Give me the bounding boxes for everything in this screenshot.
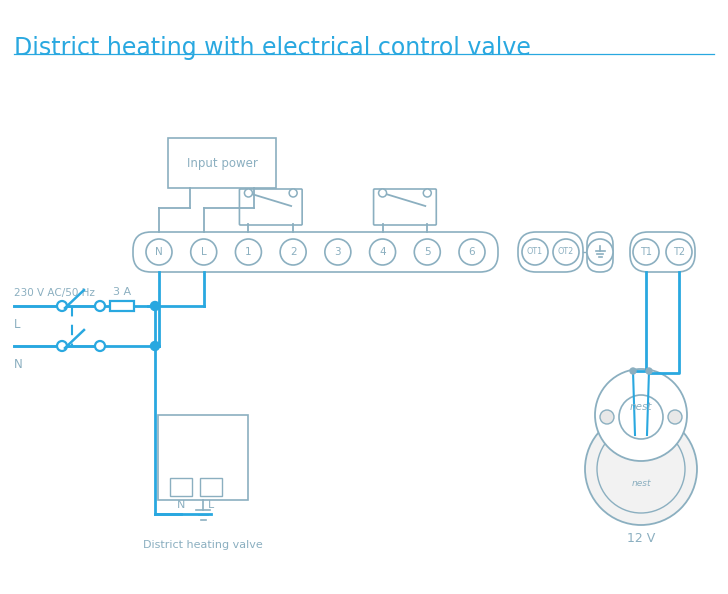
Text: nest: nest (630, 402, 652, 412)
Bar (170, 478, 192, 496)
Circle shape (245, 189, 253, 197)
Circle shape (325, 239, 351, 265)
Text: 3 A: 3 A (113, 287, 131, 297)
Text: L: L (201, 247, 207, 257)
Circle shape (633, 239, 659, 265)
Text: N: N (14, 358, 23, 371)
Circle shape (423, 189, 431, 197)
Text: 4: 4 (379, 247, 386, 257)
Circle shape (235, 239, 261, 265)
Circle shape (595, 369, 687, 461)
Text: 5: 5 (424, 247, 430, 257)
Circle shape (95, 341, 105, 351)
FancyBboxPatch shape (587, 232, 613, 272)
Circle shape (146, 239, 172, 265)
Circle shape (151, 342, 159, 350)
Circle shape (597, 425, 685, 513)
Text: 230 V AC/50 Hz: 230 V AC/50 Hz (14, 288, 95, 298)
Circle shape (280, 239, 306, 265)
Text: District heating valve: District heating valve (143, 540, 263, 550)
Circle shape (630, 368, 636, 374)
Circle shape (600, 410, 614, 424)
Text: L: L (14, 318, 20, 330)
Circle shape (379, 189, 387, 197)
Circle shape (585, 413, 697, 525)
Text: N: N (155, 247, 163, 257)
Circle shape (370, 239, 395, 265)
Circle shape (95, 301, 105, 311)
Circle shape (666, 239, 692, 265)
Circle shape (553, 239, 579, 265)
Text: 3: 3 (335, 247, 341, 257)
Circle shape (646, 368, 652, 374)
Text: 1: 1 (245, 247, 252, 257)
Circle shape (191, 239, 217, 265)
Bar (200, 478, 222, 496)
Circle shape (668, 410, 682, 424)
Text: L: L (208, 500, 214, 510)
Text: District heating with electrical control valve: District heating with electrical control… (14, 36, 531, 60)
Circle shape (289, 189, 297, 197)
Circle shape (57, 341, 67, 351)
Circle shape (522, 239, 548, 265)
Text: 2: 2 (290, 247, 296, 257)
FancyBboxPatch shape (240, 189, 302, 225)
FancyBboxPatch shape (133, 232, 498, 272)
FancyBboxPatch shape (630, 232, 695, 272)
Text: OT2: OT2 (558, 248, 574, 257)
FancyBboxPatch shape (518, 232, 583, 272)
Circle shape (151, 302, 159, 311)
Text: T1: T1 (640, 247, 652, 257)
Text: N: N (177, 500, 185, 510)
Text: nest: nest (631, 479, 651, 488)
Bar (168, 138, 276, 188)
Text: OT1: OT1 (527, 248, 543, 257)
Circle shape (414, 239, 440, 265)
Circle shape (459, 239, 485, 265)
Circle shape (587, 239, 613, 265)
FancyBboxPatch shape (373, 189, 436, 225)
Text: T2: T2 (673, 247, 685, 257)
Bar (110, 301, 134, 311)
Circle shape (619, 395, 663, 439)
Text: 12 V: 12 V (627, 532, 655, 545)
Text: 6: 6 (469, 247, 475, 257)
Circle shape (57, 301, 67, 311)
Bar (158, 415, 248, 500)
Text: Input power: Input power (186, 156, 258, 169)
